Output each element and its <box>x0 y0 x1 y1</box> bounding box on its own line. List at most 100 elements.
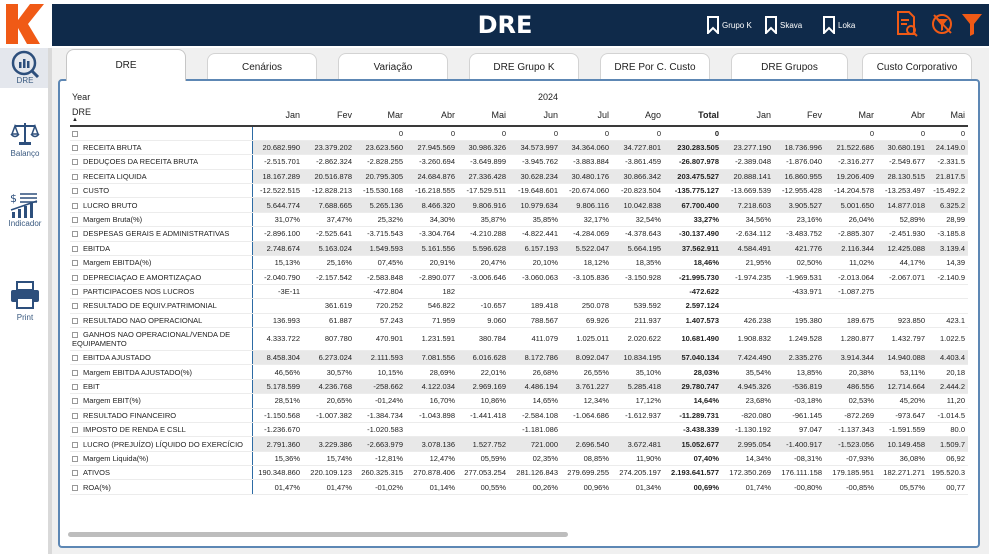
row-label-cell[interactable]: Margem EBITDA AJUSTADO(%) <box>70 364 252 380</box>
expand-icon[interactable] <box>72 274 78 281</box>
row-label-cell[interactable]: IMPOSTO DE RENDA E CSLL <box>70 422 252 438</box>
row-label-cell[interactable]: RECEITA BRUTA <box>70 140 252 156</box>
expand-icon[interactable] <box>72 484 78 491</box>
dre-matrix: Year 2024 DRE ▲ Jan Fev Mar Abr Mai Jun Jul Ago Tota… <box>70 89 978 514</box>
tab-dre-grupo-k[interactable]: DRE Grupo K <box>469 53 579 80</box>
clear-filter-icon[interactable] <box>930 10 956 43</box>
row-label: IMPOSTO DE RENDA E CSLL <box>83 425 186 435</box>
row-label-cell[interactable]: EBITDA <box>70 241 252 257</box>
value-cell: -1.876.040 <box>774 154 825 170</box>
expand-icon[interactable] <box>72 441 78 448</box>
expand-icon[interactable] <box>72 217 78 224</box>
horizontal-scrollbar[interactable] <box>68 532 568 537</box>
total-header[interactable]: Total <box>664 104 722 127</box>
report-search-icon[interactable] <box>896 10 918 43</box>
month-header[interactable]: Mar <box>355 104 406 127</box>
value-cell: 15,74% <box>303 451 355 467</box>
value-cell: 4.486.194 <box>509 379 561 395</box>
month-header[interactable]: Mar <box>825 104 877 127</box>
expand-icon[interactable] <box>72 369 78 376</box>
row-label-cell[interactable]: LUCRO BRUTO <box>70 197 252 213</box>
expand-icon[interactable] <box>72 260 78 267</box>
expand-icon[interactable] <box>72 317 78 324</box>
row-label-cell[interactable]: Margem Bruta(%) <box>70 212 252 228</box>
month-header[interactable]: Ago <box>612 104 664 127</box>
year-spacer <box>406 89 458 104</box>
row-label-cell[interactable]: RESULTADO FINANCEIRO <box>70 408 252 423</box>
value-cell: 01,74% <box>722 479 774 495</box>
expand-icon[interactable] <box>72 303 78 310</box>
row-label-cell[interactable]: EBIT <box>70 379 252 395</box>
row-label-cell[interactable]: LUCRO (PREJUÍZO) LÍQUIDO DO EXERCÍCIO <box>70 436 252 452</box>
expand-icon[interactable] <box>72 455 78 462</box>
row-label-cell[interactable]: DESPESAS GERAIS E ADMINISTRATIVAS <box>70 226 252 242</box>
expand-icon[interactable] <box>72 202 78 209</box>
row-label-cell[interactable]: CUSTO <box>70 183 252 199</box>
tab-custo-corporativo[interactable]: Custo Corporativo <box>862 53 972 80</box>
row-label-cell[interactable]: Margem Liquida(%) <box>70 451 252 467</box>
row-label-cell[interactable]: PARTICIPACOES NOS LUCROS <box>70 284 252 300</box>
expand-icon[interactable] <box>72 427 78 434</box>
row-label-cell[interactable]: DEPRECIAÇAO E AMORTIZAÇAO <box>70 269 252 285</box>
total-cell: 2.597.124 <box>664 298 722 314</box>
bookmark-skava-button[interactable]: Skava <box>764 14 802 36</box>
month-header[interactable]: Fev <box>303 104 355 127</box>
row-label-cell[interactable]: ATIVOS <box>70 465 252 481</box>
expand-icon[interactable] <box>72 159 78 166</box>
expand-icon[interactable] <box>72 188 78 195</box>
tab-dre[interactable]: DRE <box>66 49 186 81</box>
month-header[interactable]: Abr <box>406 104 458 127</box>
row-label-cell[interactable]: RESULTADO NAO OPERACIONAL <box>70 313 252 328</box>
month-header[interactable]: Mai <box>928 104 968 127</box>
expand-icon[interactable] <box>72 231 78 238</box>
row-label-cell[interactable]: ROA(%) <box>70 479 252 495</box>
month-header[interactable]: Fev <box>774 104 825 127</box>
expand-icon[interactable] <box>72 245 78 252</box>
value-cell: 34,56% <box>722 212 774 228</box>
row-label-cell[interactable]: Margem EBITDA(%) <box>70 255 252 271</box>
value-cell: 71.959 <box>406 313 458 328</box>
value-cell: 23.623.560 <box>355 140 406 156</box>
expand-icon[interactable] <box>72 383 78 390</box>
row-label-cell[interactable] <box>70 126 252 141</box>
row-label-cell[interactable]: GANHOS NAO OPERACIONAL/VENDA DE EQUIPAME… <box>70 327 252 351</box>
value-cell: 10,86% <box>458 393 509 409</box>
filter-icon[interactable] <box>960 10 984 43</box>
expand-icon[interactable] <box>72 470 78 477</box>
expand-icon[interactable] <box>72 173 78 180</box>
sidebar-item-dre[interactable]: DRE <box>0 48 50 88</box>
tab-dre-por-c-custo[interactable]: DRE Por C. Custo <box>600 53 710 80</box>
month-header[interactable]: Mai <box>458 104 509 127</box>
month-header[interactable]: Jun <box>509 104 561 127</box>
tab-variacao[interactable]: Variação <box>338 53 448 80</box>
row-label-cell[interactable]: RECEITA LIQUIDA <box>70 169 252 185</box>
expand-icon[interactable] <box>72 331 78 338</box>
month-header[interactable]: Jul <box>561 104 612 127</box>
value-cell: 28,51% <box>251 393 303 409</box>
month-header[interactable]: Jan <box>722 104 774 127</box>
expand-icon[interactable] <box>72 130 78 137</box>
expand-icon[interactable] <box>72 412 78 419</box>
row-label-cell[interactable]: DEDUÇOES DA RECEITA BRUTA <box>70 154 252 170</box>
row-header[interactable]: DRE ▲ <box>70 104 252 127</box>
value-cell: 25,16% <box>303 255 355 271</box>
tab-cenarios[interactable]: Cenários <box>207 53 317 80</box>
expand-icon[interactable] <box>72 355 78 362</box>
month-header[interactable]: Jan <box>252 104 303 127</box>
sidebar-item-indicador[interactable]: $ Indicador <box>0 190 50 228</box>
row-label-cell[interactable]: Margem EBIT(%) <box>70 393 252 409</box>
sidebar-item-print[interactable]: Print <box>0 280 50 322</box>
tab-dre-grupos[interactable]: DRE Grupos <box>731 53 848 80</box>
value-cell: 1.231.591 <box>406 327 458 351</box>
value-cell: -3.150.928 <box>612 269 664 285</box>
row-label-cell[interactable]: RESULTADO DE EQUIV.PATRIMONIAL <box>70 298 252 314</box>
expand-icon[interactable] <box>72 398 78 405</box>
row-label-cell[interactable]: EBITDA AJUSTADO <box>70 350 252 366</box>
bookmark-loka-button[interactable]: Loka <box>822 14 855 36</box>
bookmark-label: Grupo K <box>722 20 752 30</box>
expand-icon[interactable] <box>72 145 78 152</box>
bookmark-grupo-k-button[interactable]: Grupo K <box>706 14 752 36</box>
expand-icon[interactable] <box>72 289 78 295</box>
month-header[interactable]: Abr <box>877 104 928 127</box>
sidebar-item-balanco[interactable]: Balanço <box>0 120 50 158</box>
